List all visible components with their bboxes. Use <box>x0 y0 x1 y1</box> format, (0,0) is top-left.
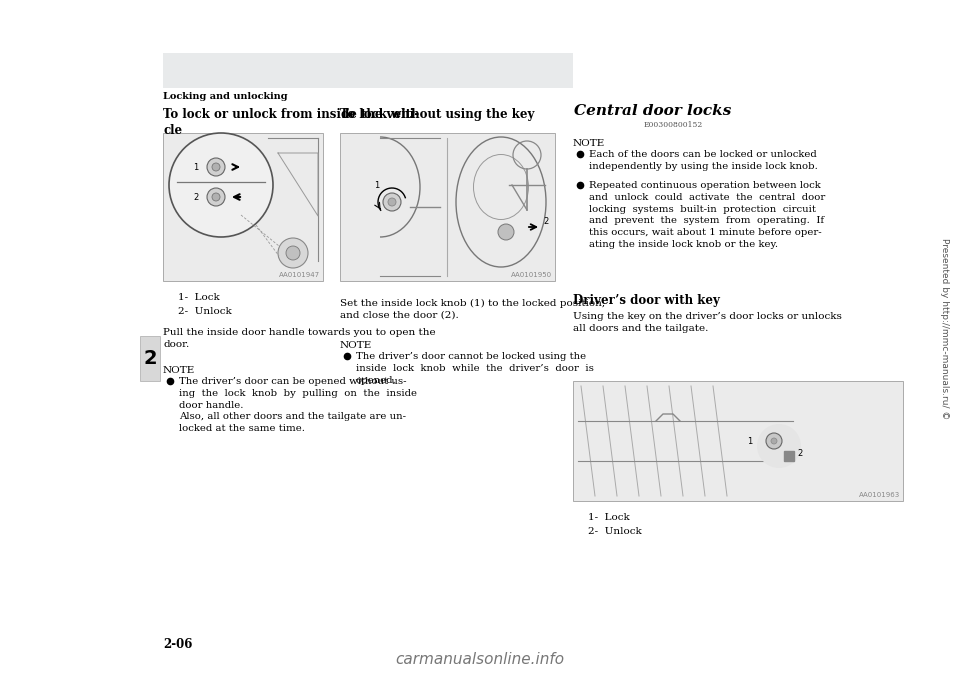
Text: 2: 2 <box>543 217 548 226</box>
Polygon shape <box>784 451 794 461</box>
Text: AA0101963: AA0101963 <box>859 492 900 498</box>
FancyBboxPatch shape <box>163 53 573 88</box>
Text: Central door locks: Central door locks <box>574 104 732 118</box>
Circle shape <box>169 133 273 237</box>
Circle shape <box>207 158 225 176</box>
Text: Presented by http://mmc-manuals.ru/ ©: Presented by http://mmc-manuals.ru/ © <box>941 238 949 420</box>
Text: Repeated continuous operation between lock
and  unlock  could  activate  the  ce: Repeated continuous operation between lo… <box>589 181 826 249</box>
Text: 2: 2 <box>143 349 156 368</box>
FancyBboxPatch shape <box>340 133 555 281</box>
Text: 1-  Lock: 1- Lock <box>588 513 630 522</box>
FancyBboxPatch shape <box>163 133 323 281</box>
Circle shape <box>286 246 300 260</box>
Text: 1: 1 <box>747 437 753 445</box>
Text: 1: 1 <box>374 181 379 190</box>
Text: The driver’s door cannot be locked using the
inside  lock  knob  while  the  dri: The driver’s door cannot be locked using… <box>356 352 594 384</box>
Text: 1-  Lock: 1- Lock <box>178 293 220 302</box>
Text: The driver’s door can be opened without us-
ing  the  lock  knob  by  pulling  o: The driver’s door can be opened without … <box>179 377 417 433</box>
Circle shape <box>383 193 401 211</box>
Text: 2: 2 <box>193 193 199 202</box>
Text: 2-06: 2-06 <box>163 638 192 651</box>
Text: NOTE: NOTE <box>163 366 195 375</box>
Text: NOTE: NOTE <box>573 139 605 148</box>
Text: AA0101947: AA0101947 <box>278 272 320 278</box>
FancyBboxPatch shape <box>573 381 903 501</box>
Text: 2-  Unlock: 2- Unlock <box>178 307 231 316</box>
Circle shape <box>212 163 220 171</box>
Circle shape <box>207 188 225 206</box>
Circle shape <box>771 438 777 444</box>
Circle shape <box>766 433 782 449</box>
Text: Each of the doors can be locked or unlocked
independently by using the inside lo: Each of the doors can be locked or unloc… <box>589 150 818 171</box>
Text: 2: 2 <box>797 449 803 458</box>
FancyBboxPatch shape <box>140 336 160 381</box>
Text: NOTE: NOTE <box>340 341 372 350</box>
Text: Pull the inside door handle towards you to open the
door.: Pull the inside door handle towards you … <box>163 328 436 349</box>
Circle shape <box>212 193 220 201</box>
Text: 1: 1 <box>193 162 199 172</box>
Text: To lock without using the key: To lock without using the key <box>340 108 535 121</box>
Text: E00300800152: E00300800152 <box>643 121 703 129</box>
Text: Locking and unlocking: Locking and unlocking <box>163 92 288 101</box>
Text: To lock or unlock from inside the vehi-
cle: To lock or unlock from inside the vehi- … <box>163 108 420 137</box>
Text: Driver’s door with key: Driver’s door with key <box>573 294 720 307</box>
Text: carmanualsonline.info: carmanualsonline.info <box>396 652 564 667</box>
Text: 2-  Unlock: 2- Unlock <box>588 527 641 536</box>
Text: Using the key on the driver’s door locks or unlocks
all doors and the tailgate.: Using the key on the driver’s door locks… <box>573 312 842 333</box>
Circle shape <box>278 238 308 268</box>
Text: Set the inside lock knob (1) to the locked position,
and close the door (2).: Set the inside lock knob (1) to the lock… <box>340 299 605 320</box>
Text: AA0101950: AA0101950 <box>511 272 552 278</box>
Circle shape <box>757 424 801 468</box>
Circle shape <box>388 198 396 206</box>
Circle shape <box>498 224 514 240</box>
